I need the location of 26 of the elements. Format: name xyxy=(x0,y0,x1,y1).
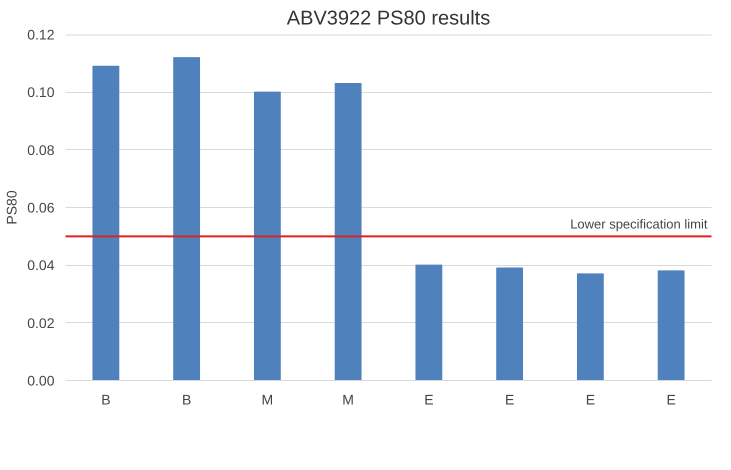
x-tick-label: E xyxy=(666,392,676,408)
y-tick-label: 0.04 xyxy=(27,257,55,274)
y-tick-label: 0.02 xyxy=(27,314,55,331)
x-tick-label: M xyxy=(262,392,274,408)
ref-line-label: Lower specification limit xyxy=(570,216,708,232)
x-tick-label: M xyxy=(342,392,354,408)
y-tick-label: 0.00 xyxy=(27,372,55,388)
x-tick-label: B xyxy=(101,392,111,408)
bar xyxy=(496,268,524,380)
x-tick-label: B xyxy=(182,392,192,408)
bar xyxy=(254,92,281,380)
bar xyxy=(173,57,200,380)
bar xyxy=(576,273,604,380)
bar xyxy=(658,270,685,380)
x-tick-label: E xyxy=(504,392,514,408)
bar xyxy=(92,66,120,380)
chart-title: ABV3922 PS80 results xyxy=(286,8,490,30)
y-axis-title: PS80 xyxy=(3,190,20,225)
bar xyxy=(415,264,442,380)
bar xyxy=(334,83,362,380)
y-tick-label: 0.12 xyxy=(27,26,55,42)
y-tick-label: 0.06 xyxy=(27,200,55,216)
y-tick-label: 0.10 xyxy=(27,84,55,100)
x-tick-label: E xyxy=(424,392,434,408)
y-tick-label: 0.08 xyxy=(27,142,55,158)
x-tick-label: E xyxy=(586,392,596,408)
